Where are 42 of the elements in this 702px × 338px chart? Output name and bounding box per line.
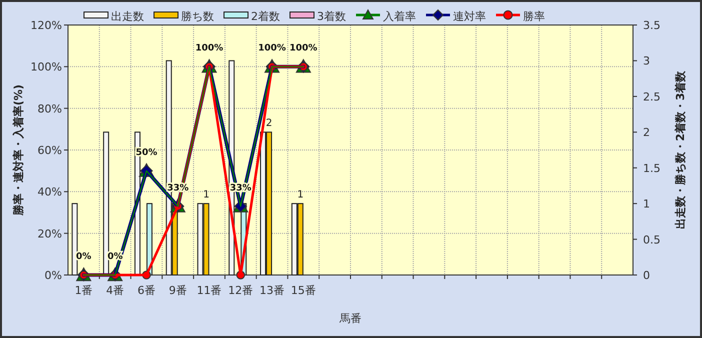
bar xyxy=(146,203,152,276)
x-tick-label: 12番 xyxy=(228,284,254,297)
legend-label: 勝ち数 xyxy=(181,10,214,23)
data-label: 1 xyxy=(203,190,210,201)
data-label: 100% xyxy=(195,44,224,54)
y-tick-label: 0% xyxy=(44,269,62,282)
x-tick-label: 1番 xyxy=(74,284,93,297)
y-tick-label: 100% xyxy=(30,60,62,74)
bar xyxy=(103,132,110,276)
x-tick-label: 4番 xyxy=(106,284,124,297)
y2-tick-label: 0.5 xyxy=(643,233,660,246)
y-tick-label: 20% xyxy=(38,227,62,240)
legend-label: 2着数 xyxy=(251,10,280,23)
y2-tick-label: 2 xyxy=(643,126,650,140)
y2-tick-label: 0 xyxy=(643,269,650,282)
legend-label: 入着率 xyxy=(383,10,416,23)
x-tick-label: 11番 xyxy=(196,284,222,297)
data-label: 1 xyxy=(297,190,304,201)
y2-tick-label: 1 xyxy=(643,198,650,211)
y-tick-label: 120% xyxy=(30,19,62,32)
y2-tick-label: 2.5 xyxy=(643,90,660,104)
y-tick-label: 60% xyxy=(38,144,62,157)
x-tick-label: 15番 xyxy=(290,284,316,297)
data-label: 2 xyxy=(266,118,272,130)
x-tick-label: 9番 xyxy=(168,284,187,297)
legend-label: 連対率 xyxy=(453,10,486,23)
y2-axis-title: 出走数・勝ち数・2着数・3着数 xyxy=(674,70,687,230)
legend-label: 勝率 xyxy=(523,10,545,23)
y-tick-label: 80% xyxy=(38,102,62,116)
legend-label: 3着数 xyxy=(317,10,346,23)
data-label: 100% xyxy=(258,44,286,54)
y-tick-label: 40% xyxy=(38,186,62,199)
y2-tick-label: 3.5 xyxy=(643,19,660,32)
data-label: 100% xyxy=(290,44,318,54)
legend-label: 出走数 xyxy=(111,10,144,23)
y-axis-title: 勝率・連対率・入着率(%) xyxy=(12,84,25,217)
y2-tick-label: 3 xyxy=(643,54,650,68)
x-tick-label: 13番 xyxy=(260,284,285,297)
x-axis-title: 馬番 xyxy=(338,312,362,325)
x-tick-label: 6番 xyxy=(137,284,156,297)
bar xyxy=(72,203,78,276)
y2-tick-label: 1.5 xyxy=(643,162,660,175)
